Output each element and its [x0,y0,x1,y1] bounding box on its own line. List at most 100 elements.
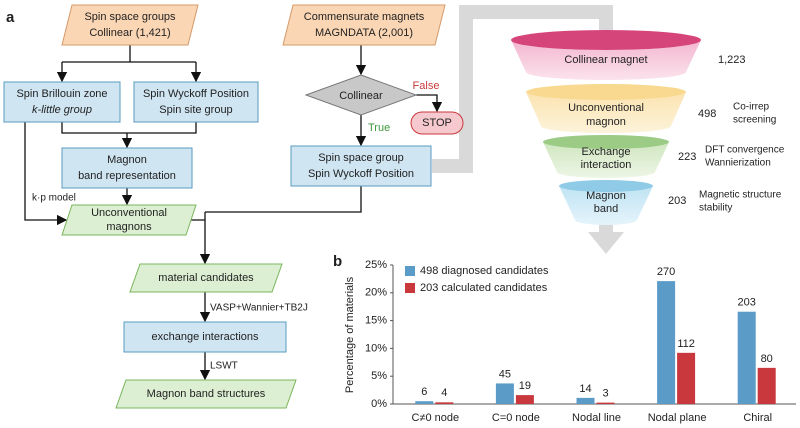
funnel-text: Exchange [582,146,631,158]
node-text: k-little group [32,104,92,116]
count-label: 14 [579,383,591,395]
count-label: 4 [441,387,447,399]
process-node [290,145,432,187]
node-text: Collinear [339,90,383,102]
count-label: 80 [761,353,773,365]
edge-label: k·p model [32,193,76,204]
funnel-level [511,40,701,80]
funnel-top [511,30,701,50]
funnel-top [543,135,669,149]
funnel-count: 203 [668,195,686,207]
funnel-text: interaction [581,159,632,171]
output-node [129,263,283,293]
x-tick-label: Nodal plane [648,412,707,424]
process-node [61,147,193,189]
funnel-level [543,142,669,178]
x-tick-label: Nodal line [572,412,621,424]
node-text: material candidates [158,272,254,284]
y-axis-label: Percentage of materials [344,276,356,393]
funnel-level [559,186,653,225]
node-text: exchange interactions [151,331,259,343]
bar [596,402,615,404]
bar [737,311,756,404]
bar [415,401,434,404]
bar [677,352,696,404]
funnel-text: Magnon [586,190,626,202]
bar [757,367,776,404]
output-node [115,379,297,409]
legend-label: 203 calculated candidates [420,282,548,294]
panel-label: a [6,9,15,26]
count-label: 203 [738,297,756,309]
node-text: Unconventional [91,207,167,219]
count-label: 6 [421,386,427,398]
y-tick-label: 25% [365,259,387,271]
x-tick-label: C≠0 node [411,412,459,424]
funnel-top [559,180,653,192]
funnel-top [526,84,686,100]
edge-label: LSWT [210,361,238,372]
funnel-note: screening [733,115,776,126]
node-text: MAGNDATA (2,001) [315,27,413,39]
connector [432,5,613,173]
funnel-note: stability [699,203,732,214]
funnel-text: magnon [586,116,626,128]
legend-swatch [405,283,415,293]
node-text: Magnon [107,154,147,166]
node-text: Collinear (1,421) [89,27,170,39]
bar [515,395,534,404]
y-tick-label: 0% [371,398,387,410]
y-tick-label: 15% [365,315,387,327]
node-text: Spin Wyckoff Position [308,168,414,180]
edge-label: False [413,80,440,92]
funnel-level [526,92,686,133]
node-text: magnons [106,221,152,233]
count-label: 112 [677,338,695,350]
panel-label: b [333,253,342,270]
funnel-note: Co-irrep [733,102,770,113]
x-tick-label: Chiral [743,412,772,424]
connector [599,222,613,234]
node-text: Magnon band structures [147,388,266,400]
count-label: 45 [499,368,511,380]
edge-label: True [368,122,390,134]
decision-node [304,74,418,116]
output-node [61,204,197,236]
process-node [3,81,121,123]
funnel-note: Magnetic structure [699,190,782,201]
node-text: STOP [422,117,452,129]
funnel-text: Unconventional [568,102,644,114]
count-label: 3 [602,388,608,400]
count-label: 19 [519,380,531,392]
node-text: Spin space groups [84,11,176,23]
funnel-note: DFT convergence [705,145,785,156]
bar-chart: 0% 5% 10% 15% 20% 25% C≠0 node 6 4 C=0 node 45 19 No… [365,259,796,424]
funnel-count: 1,223 [718,54,746,66]
process-node [123,321,287,353]
edge-label: VASP+Wannier+TB2J [210,303,308,314]
legend-swatch [405,266,415,276]
bar [576,397,595,404]
node-text: Spin Wyckoff Position [143,88,249,100]
y-tick-label: 5% [371,370,387,382]
input-node [61,4,199,46]
bar [495,383,514,404]
legend-label: 498 diagnosed candidates [420,265,549,277]
arrow [588,232,624,254]
stop-node [410,111,464,135]
count-label: 270 [657,266,675,278]
y-tick-label: 10% [365,342,387,354]
y-tick-label: 20% [365,287,387,299]
bar [435,402,454,404]
funnel-text: band [594,203,618,215]
x-tick-label: C=0 node [492,412,540,424]
funnel-count: 223 [678,151,696,163]
node-text: Spin site group [159,104,232,116]
funnel-text: Collinear magnet [564,54,647,66]
node-text: Spin Brillouin zone [16,88,107,100]
edges [24,45,443,381]
funnel-note: Wannierization [705,158,771,169]
node-text: band representation [78,170,176,182]
node-text: Spin space group [318,152,404,164]
funnel-count: 498 [698,108,716,120]
